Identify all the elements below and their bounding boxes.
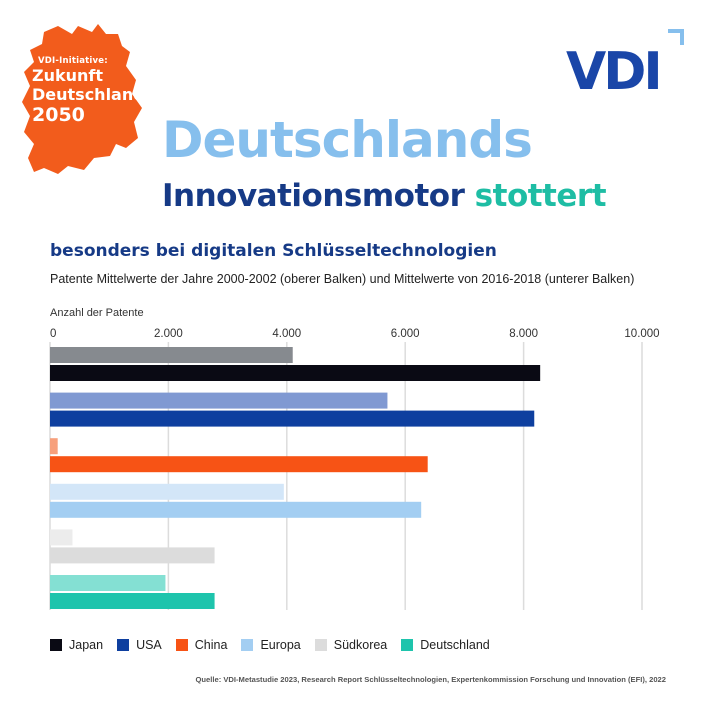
legend-swatch: [314, 639, 327, 651]
legend-item: China: [175, 638, 228, 652]
legend-label: Südkorea: [333, 638, 388, 652]
chart-subtitle: besonders bei digitalen Schlüsseltechnol…: [50, 241, 497, 261]
legend-swatch: [175, 639, 188, 651]
bar-japan-2016-2018: [50, 365, 541, 381]
bar-sdkorea-2000-2002: [50, 529, 73, 546]
headline-stottert: stottert: [474, 178, 607, 214]
tick-label: 2.000: [154, 328, 183, 340]
badge-text: VDI-Initiative: Zukunft Deutschland 2050: [32, 56, 145, 126]
badge-line-deutschland: Deutschland: [32, 85, 145, 104]
legend-swatch: [50, 639, 62, 651]
legend-label: China: [194, 638, 228, 652]
headline-innovationsmotor: Innovationsmotor: [162, 178, 465, 214]
chart-caption: Patente Mittelwerte der Jahre 2000-2002 …: [50, 272, 635, 286]
badge-initiative-label: VDI-Initiative:: [38, 56, 108, 66]
legend-item: Japan: [50, 638, 103, 652]
germany-outline-icon: [22, 24, 142, 174]
bars: [50, 347, 541, 609]
tick-label: 0: [50, 328, 56, 340]
legend-item: Südkorea: [314, 638, 388, 652]
legend-item: Deutschland: [401, 638, 490, 652]
bar-japan-2000-2002: [50, 347, 293, 363]
headline-line-1: Deutschlands: [162, 111, 533, 169]
legend-swatch: [401, 639, 414, 651]
bar-china-2000-2002: [50, 438, 58, 455]
germany-map-badge: [22, 24, 142, 174]
legend-item: USA: [117, 638, 162, 652]
legend-item: Europa: [241, 638, 301, 652]
tick-label: 8.000: [509, 328, 538, 340]
badge-line-zukunft: Zukunft: [32, 66, 104, 85]
legend-label: USA: [136, 638, 162, 652]
tick-label: 4.000: [272, 328, 301, 340]
legend-swatch: [241, 639, 254, 651]
bar-usa-2000-2002: [50, 392, 388, 409]
bar-sdkorea-2016-2018: [50, 547, 215, 564]
chart-legend: Japan USA China Europa Südkorea Deutschland: [50, 638, 490, 652]
bar-europa-2016-2018: [50, 501, 422, 518]
tick-label: 10.000: [624, 328, 659, 340]
tick-labels: 0 2.000 4.000 6.000 8.000 10.000: [50, 328, 660, 340]
legend-swatch: [117, 639, 130, 651]
axis-label: Anzahl der Patente: [50, 307, 144, 319]
vdi-logo: VDI: [566, 42, 663, 102]
bar-china-2016-2018: [50, 456, 428, 473]
headline-line-2: Innovationsmotor stottert: [162, 176, 607, 216]
badge-year: 2050: [32, 104, 85, 126]
bar-usa-2016-2018: [50, 410, 535, 427]
bar-deutschland-2000-2002: [50, 575, 166, 591]
legend-label: Europa: [260, 638, 301, 652]
legend-label: Deutschland: [420, 638, 490, 652]
chart-grid: [49, 342, 643, 610]
tick-label: 6.000: [391, 328, 420, 340]
vdi-logo-corner-icon: [668, 29, 684, 45]
bar-europa-2000-2002: [50, 483, 284, 500]
bar-deutschland-2016-2018: [50, 593, 215, 609]
legend-label: Japan: [69, 638, 104, 652]
source-note: Quelle: VDI-Metastudie 2023, Research Re…: [195, 675, 667, 684]
